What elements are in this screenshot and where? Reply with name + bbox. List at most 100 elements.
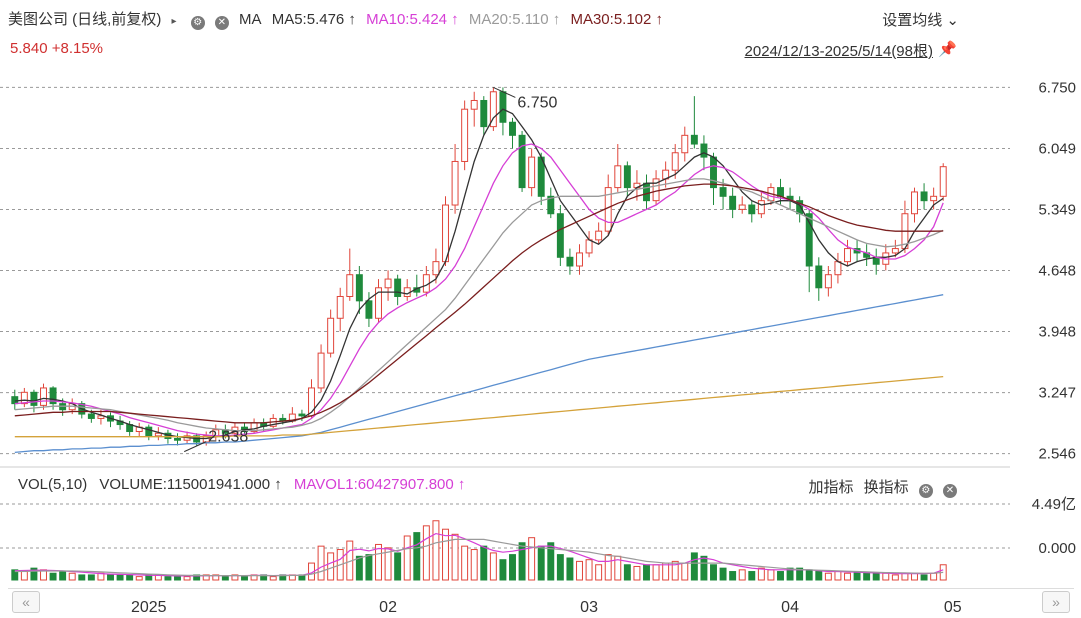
- volume-bar: [442, 528, 449, 581]
- price-axis-labels: 6.750 6.049 5.349 4.648 3.948 3.247 2.546: [1038, 79, 1076, 462]
- candle-body: [872, 256, 880, 265]
- candle-body: [920, 191, 928, 202]
- volume-bar: [87, 574, 95, 581]
- candle-body: [623, 165, 631, 189]
- volume-bar: [49, 572, 57, 581]
- volume-bar: [59, 571, 67, 581]
- candle-body: [681, 134, 689, 154]
- volume-bar: [891, 574, 899, 581]
- high-pointer: [493, 86, 516, 98]
- volume-bar: [20, 571, 28, 581]
- candle-body: [834, 261, 842, 276]
- volume-bar: [365, 554, 373, 581]
- volume-bar: [777, 571, 784, 581]
- candle-body: [748, 204, 756, 215]
- candle-body: [11, 396, 19, 405]
- volume-bar: [327, 552, 335, 581]
- vol-label: VOL(5,10): [18, 476, 88, 493]
- close-icon[interactable]: ✕: [943, 484, 957, 498]
- x-axis-labels: 2025 02 03 04 05: [131, 599, 962, 616]
- candles: [11, 87, 947, 446]
- volume-bar: [844, 572, 851, 581]
- candle-body: [700, 143, 708, 158]
- ma-line-ma60: [14, 294, 944, 454]
- volume-bar: [375, 543, 382, 581]
- candle-body: [690, 134, 698, 145]
- volume-bar: [834, 571, 842, 581]
- volume-bar: [920, 574, 928, 581]
- candle-body: [671, 152, 679, 171]
- candle-body: [566, 256, 574, 267]
- candle-body: [480, 99, 488, 128]
- volume-bar: [78, 574, 86, 581]
- set-ma-label: 设置均线: [882, 12, 943, 29]
- volume-bar: [68, 572, 76, 581]
- price-row: 5.840 +8.15%: [10, 40, 103, 57]
- candle-body: [394, 278, 402, 297]
- x-tick-label: 2025: [131, 599, 167, 616]
- volume-bar: [317, 545, 325, 581]
- candle-body: [643, 182, 650, 202]
- header-row-ma: 美图公司 (日线,前复权) ▸ ⚙ ✕ MA MA5:5.476 ↑ MA10:…: [8, 8, 669, 30]
- volume-bar: [872, 572, 880, 581]
- time-scrollbar[interactable]: « »: [8, 588, 1074, 613]
- candle-body: [489, 91, 497, 128]
- candle-body: [298, 413, 306, 417]
- volume-bar: [633, 565, 641, 581]
- y-tick-label: 5.349: [1038, 201, 1076, 218]
- high-label: 6.750: [517, 94, 557, 111]
- volume-bar: [815, 571, 823, 581]
- switch-indicator-button[interactable]: 换指标: [863, 479, 909, 496]
- y-tick-label: 3.247: [1038, 385, 1076, 402]
- low-label: 2.638: [208, 429, 248, 446]
- volume-bar: [786, 567, 794, 581]
- scroll-left-icon[interactable]: «: [12, 591, 40, 613]
- volume-bar: [528, 537, 536, 581]
- candle-body: [87, 413, 95, 419]
- candle-body: [384, 278, 392, 289]
- annotations: 6.750 2.638: [184, 86, 557, 453]
- volume-bar: [480, 545, 488, 581]
- pin-icon[interactable]: 📌: [938, 41, 957, 58]
- candle-body: [805, 213, 813, 267]
- candle-body: [719, 187, 727, 197]
- candle-body: [939, 166, 947, 197]
- candle-body: [710, 156, 717, 189]
- date-range[interactable]: 2024/12/13-2025/5/14(98根): [744, 43, 933, 60]
- candle-body: [891, 248, 899, 254]
- candle-body: [652, 178, 660, 202]
- candle-body: [518, 134, 526, 189]
- ma-lines: [14, 108, 944, 454]
- volume-bar: [556, 554, 564, 581]
- volume-tick-label: 0.000: [1038, 540, 1076, 557]
- volume-bars: [11, 520, 947, 581]
- set-ma-button[interactable]: 设置均线 ⌄: [882, 9, 959, 30]
- price-grid: [0, 86, 1010, 455]
- candle-body: [461, 108, 469, 162]
- y-tick-label: 6.049: [1038, 140, 1076, 157]
- volume-bar: [671, 560, 679, 581]
- candle-body: [777, 187, 784, 197]
- candle-body: [470, 99, 478, 110]
- scroll-right-icon[interactable]: »: [1042, 591, 1070, 613]
- volume-bar: [863, 572, 871, 581]
- candle-body: [432, 261, 440, 276]
- volume-bar: [623, 564, 631, 581]
- triangle-right-icon[interactable]: ▸: [171, 16, 177, 27]
- ma-line-ma20: [14, 178, 944, 432]
- stock-label[interactable]: 美图公司 (日线,前复权): [8, 11, 162, 28]
- close-icon[interactable]: ✕: [214, 16, 229, 30]
- volume-bar: [384, 547, 392, 581]
- candle-body: [815, 265, 823, 289]
- candle-body: [40, 387, 47, 406]
- volume-bar: [116, 574, 124, 581]
- x-tick-label: 03: [580, 599, 598, 616]
- gear-icon[interactable]: ⚙: [918, 484, 933, 498]
- candle-body: [757, 200, 765, 215]
- price-value: 5.840: [10, 40, 48, 57]
- chart-header: 美图公司 (日线,前复权) ▸ ⚙ ✕ MA MA5:5.476 ↑ MA10:…: [0, 0, 1081, 64]
- add-indicator-button[interactable]: 加指标: [808, 479, 854, 496]
- gear-icon[interactable]: ⚙: [190, 16, 205, 30]
- volume-bar: [355, 555, 363, 581]
